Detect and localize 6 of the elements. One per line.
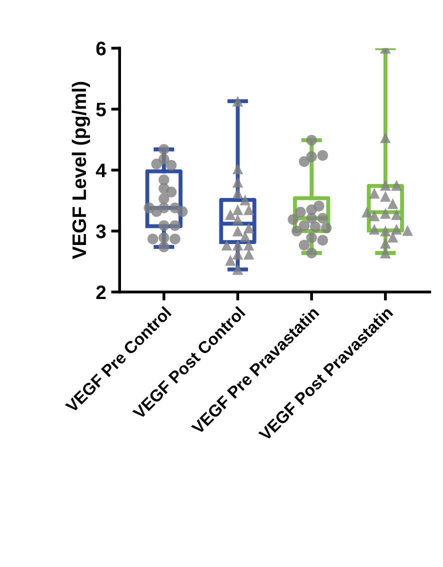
y-axis-title: VEGF Level (pg/ml) <box>72 82 90 260</box>
y-tick-label: 3 <box>96 224 106 238</box>
y-tick-label: 2 <box>96 285 106 300</box>
y-tick-label: 6 <box>96 42 106 56</box>
y-tick-label: 4 <box>96 164 106 178</box>
y-tick-label: 5 <box>96 102 106 116</box>
